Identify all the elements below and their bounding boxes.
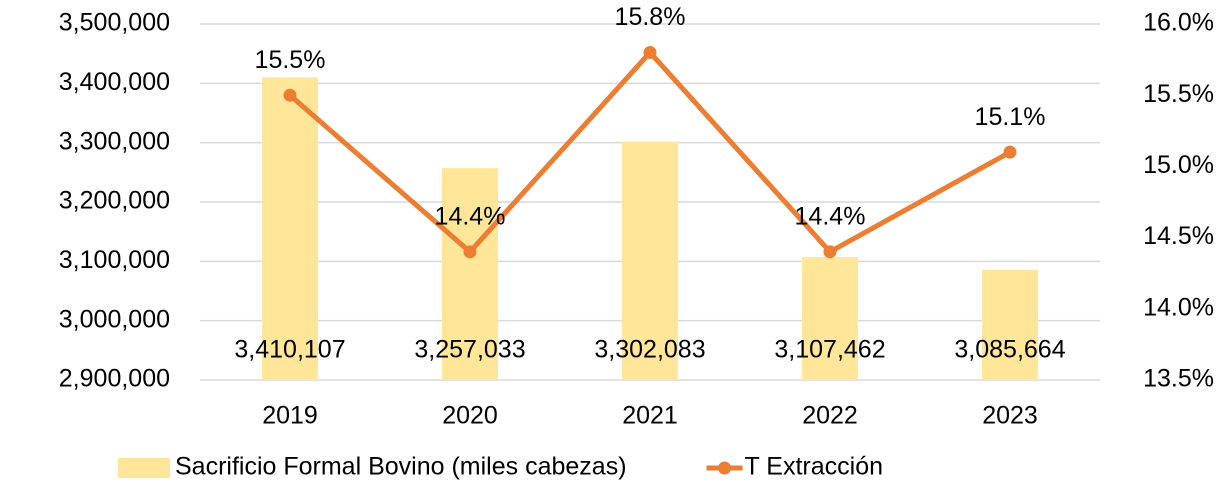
y2-tick-label: 15.0% (1143, 151, 1214, 179)
data-label: 15.5% (255, 46, 326, 74)
bar (262, 77, 318, 380)
data-label: 3,302,083 (594, 336, 705, 364)
data-label: 3,257,033 (414, 336, 525, 364)
data-label: 3,107,462 (774, 336, 885, 364)
y2-tick-label: 14.5% (1143, 222, 1214, 250)
line-marker (643, 45, 657, 59)
x-tick-label: 2021 (622, 402, 678, 430)
bar (982, 269, 1038, 380)
y-tick-label: 2,900,000 (59, 365, 170, 393)
x-tick-label: 2022 (802, 402, 858, 430)
legend-label: T Extracción (745, 453, 883, 481)
y-tick-label: 3,100,000 (59, 246, 170, 274)
x-tick-label: 2020 (442, 402, 498, 430)
data-label: 14.4% (795, 202, 866, 230)
y-tick-label: 3,400,000 (59, 68, 170, 96)
y-tick-label: 3,500,000 (59, 9, 170, 37)
x-tick-label: 2019 (262, 402, 318, 430)
y2-tick-label: 13.5% (1143, 365, 1214, 393)
bar (442, 168, 498, 380)
bar (622, 141, 678, 380)
data-label: 3,085,664 (954, 336, 1065, 364)
data-label: 15.1% (975, 103, 1046, 131)
y2-tick-label: 14.0% (1143, 293, 1214, 321)
data-label: 14.4% (435, 202, 506, 230)
legend-swatch (118, 458, 170, 478)
y2-tick-label: 15.5% (1143, 80, 1214, 108)
data-label: 15.8% (615, 3, 686, 31)
legend-label: Sacrificio Formal Bovino (miles cabezas) (175, 453, 627, 481)
x-tick-label: 2023 (982, 402, 1038, 430)
y-tick-label: 3,000,000 (59, 305, 170, 333)
y-tick-label: 3,200,000 (59, 187, 170, 215)
legend-swatch (718, 461, 732, 475)
y-tick-label: 3,300,000 (59, 127, 170, 155)
y2-tick-label: 16.0% (1143, 9, 1214, 37)
line-marker (1003, 145, 1017, 159)
line-marker (823, 245, 837, 259)
line-marker (463, 245, 477, 259)
line-marker (283, 88, 297, 102)
data-label: 3,410,107 (234, 336, 345, 364)
bar (802, 256, 858, 380)
